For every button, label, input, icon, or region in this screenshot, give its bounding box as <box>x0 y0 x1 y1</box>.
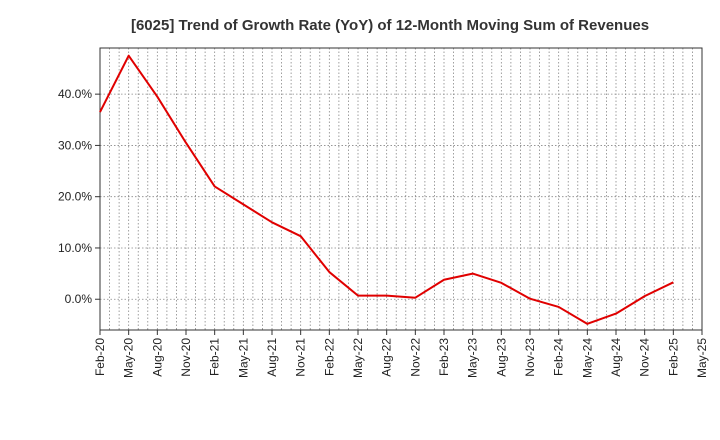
chart-title: [6025] Trend of Growth Rate (YoY) of 12-… <box>131 17 649 34</box>
x-tick-label: May-20 <box>122 338 136 378</box>
x-tick-label: Nov-21 <box>294 338 308 377</box>
x-tick-label: Aug-24 <box>609 338 623 377</box>
plot-frame <box>99 47 703 331</box>
series-line <box>99 54 674 325</box>
x-tick-label: Feb-21 <box>208 338 222 376</box>
x-tick-label: Aug-22 <box>380 338 394 377</box>
x-tick-label: Feb-22 <box>322 338 336 376</box>
x-tick-label: Nov-22 <box>408 338 422 377</box>
x-tick-label: May-21 <box>236 338 250 378</box>
y-tick-label: 20.0% <box>58 190 92 204</box>
grid-lines <box>100 48 702 330</box>
x-tick-label: Feb-23 <box>437 338 451 376</box>
series-layer <box>99 54 674 325</box>
x-tick-label: Feb-25 <box>666 338 680 376</box>
x-tick-label: May-24 <box>580 338 594 378</box>
x-tick-label: Aug-21 <box>265 338 279 377</box>
y-tick-label: 10.0% <box>58 241 92 255</box>
x-tick-label: Aug-23 <box>494 338 508 377</box>
x-tick-label: Aug-20 <box>150 338 164 377</box>
y-tick-label: 30.0% <box>58 138 92 152</box>
x-tick-label: Nov-24 <box>638 338 652 377</box>
y-tick-label: 40.0% <box>58 87 92 101</box>
y-tick-label: 0.0% <box>65 292 93 306</box>
x-tick-label: May-23 <box>466 338 480 378</box>
x-tick-label: May-22 <box>351 338 365 378</box>
x-tick-label: May-25 <box>695 338 709 378</box>
x-tick-label: Feb-20 <box>93 338 107 376</box>
x-tick-label: Feb-24 <box>552 338 566 376</box>
x-tick-label: Nov-20 <box>179 338 193 377</box>
x-tick-label: Nov-23 <box>523 338 537 377</box>
x-axis: Feb-20 May-20 Aug-20 Nov-20 Feb-21 May-21 Aug-… <box>93 330 709 378</box>
y-axis: 0.0% 10.0% 20.0% 30.0% 40.0% <box>58 87 100 306</box>
